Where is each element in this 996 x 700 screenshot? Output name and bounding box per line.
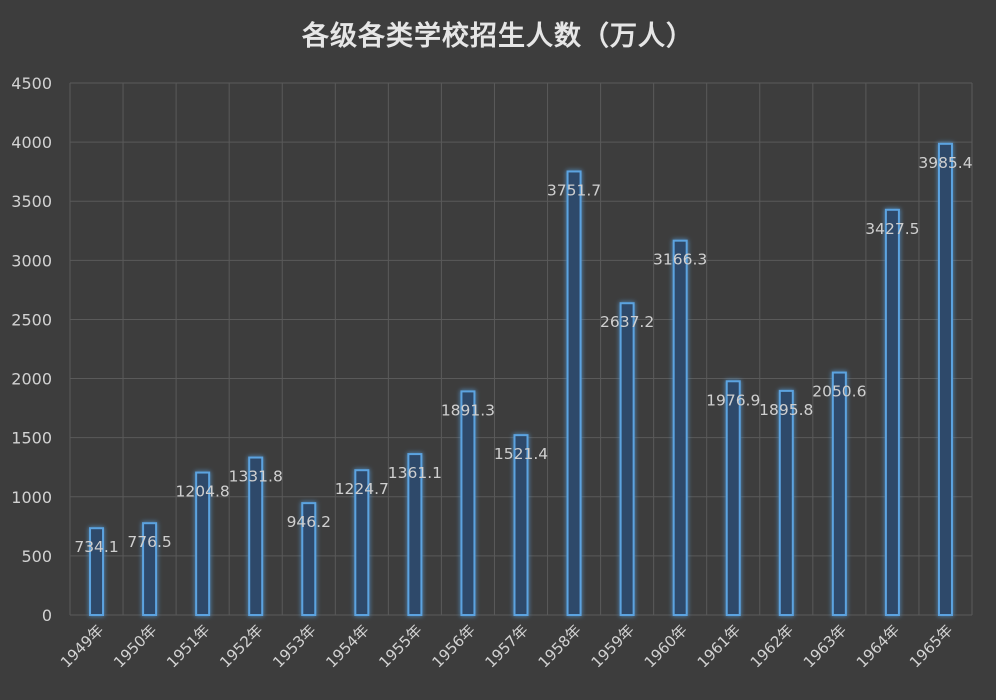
y-tick-label: 500 (21, 547, 52, 566)
y-tick-label: 2500 (11, 310, 52, 329)
x-tick-label: 1961年 (694, 621, 744, 671)
bar-1960年 (672, 239, 688, 616)
bar-1964年 (884, 208, 900, 616)
x-tick-label: 1963年 (800, 621, 850, 671)
data-label: 1331.8 (229, 468, 283, 486)
x-tick-label: 1949年 (57, 621, 107, 671)
grid-lines (69, 82, 973, 616)
y-tick-label: 1000 (11, 488, 52, 507)
data-label: 1361.1 (388, 464, 442, 482)
bar-1963年 (831, 371, 847, 616)
x-tick-label: 1952年 (216, 621, 266, 671)
data-label: 1204.8 (176, 483, 230, 501)
data-label: 946.2 (287, 513, 331, 531)
data-label: 1521.4 (494, 445, 548, 463)
data-label: 2050.6 (812, 383, 866, 401)
y-tick-label: 3500 (11, 192, 52, 211)
x-tick-label: 1953年 (269, 621, 319, 671)
bar-1961年 (725, 380, 741, 617)
bar-1955年 (407, 453, 423, 616)
data-label: 1895.8 (759, 401, 813, 419)
bar-1965年 (937, 142, 953, 616)
x-tick-label: 1954年 (322, 621, 372, 671)
y-tick-label: 3000 (11, 251, 52, 270)
bar-1952年 (248, 456, 264, 616)
x-tick-label: 1956年 (428, 621, 478, 671)
data-label: 1224.7 (335, 480, 389, 498)
data-label: 776.5 (127, 533, 171, 551)
y-tick-label: 1500 (11, 429, 52, 448)
bar-1949年 (89, 527, 105, 617)
y-axis-ticks: 0 500 1000 1500 2000 2500 3000 3500 4000 4500 (11, 74, 52, 625)
x-axis-ticks: 1949年 1950年 1951年 1952年 1953年 1954年 1955年 1956年… (57, 621, 956, 671)
data-label: 3751.7 (547, 181, 601, 199)
data-label: 1976.9 (706, 391, 760, 409)
x-tick-label: 1957年 (481, 621, 531, 671)
x-tick-label: 1958年 (535, 621, 585, 671)
bar-1957年 (513, 434, 529, 616)
data-label: 3985.4 (918, 154, 972, 172)
x-tick-label: 1955年 (375, 621, 425, 671)
chart-title: 各级各类学校招生人数（万人） (302, 21, 694, 52)
y-tick-label: 2000 (11, 370, 52, 389)
y-tick-label: 0 (42, 606, 52, 625)
data-label: 2637.2 (600, 313, 654, 331)
data-label: 734.1 (74, 538, 118, 556)
x-tick-label: 1951年 (163, 621, 213, 671)
x-tick-label: 1960年 (641, 621, 691, 671)
bar-1950年 (142, 522, 158, 616)
y-tick-label: 4000 (11, 133, 52, 152)
bar-1958年 (566, 170, 582, 616)
x-tick-label: 1965年 (906, 621, 956, 671)
x-tick-label: 1964年 (853, 621, 903, 671)
bar-1953年 (301, 502, 317, 616)
x-tick-label: 1950年 (110, 621, 160, 671)
bar-1959年 (619, 302, 635, 616)
data-label: 3427.5 (865, 220, 919, 238)
data-label: 3166.3 (653, 251, 707, 269)
bar-1962年 (778, 389, 794, 616)
bar-1951年 (195, 471, 211, 616)
data-label: 1891.3 (441, 401, 495, 419)
x-tick-label: 1962年 (747, 621, 797, 671)
y-tick-label: 4500 (11, 74, 52, 93)
bar-1956年 (460, 390, 476, 616)
x-tick-label: 1959年 (588, 621, 638, 671)
bar-1954年 (354, 469, 370, 617)
bars (89, 142, 953, 617)
